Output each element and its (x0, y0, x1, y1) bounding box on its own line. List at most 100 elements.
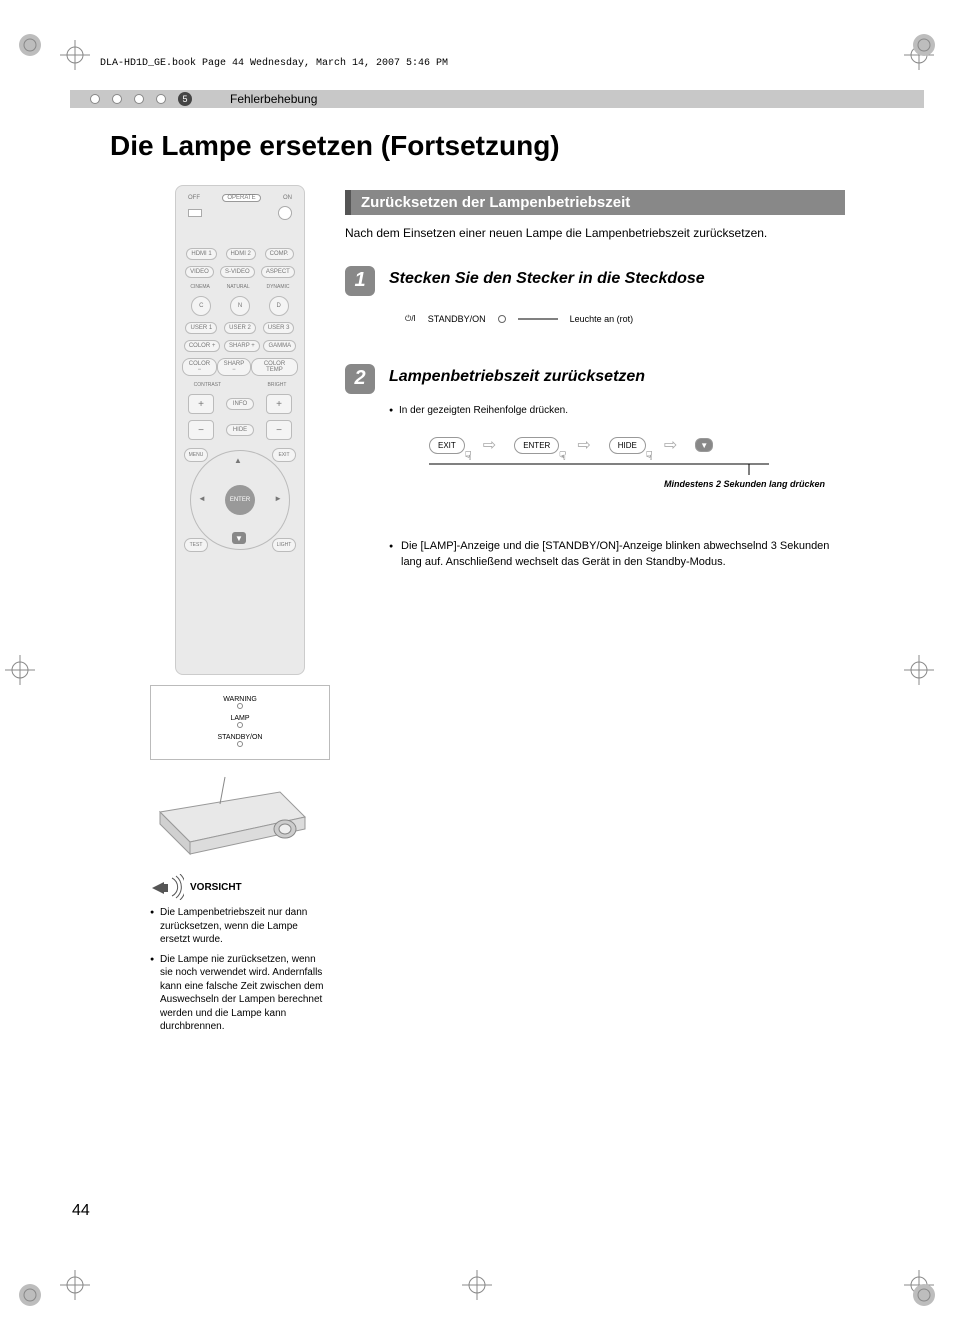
result-note: Die [LAMP]-Anzeige und die [STANDBY/ON]-… (389, 539, 845, 571)
remote-exit-button: EXIT (272, 448, 296, 462)
remote-natural-button: N (230, 296, 250, 316)
intro-text: Nach dem Einsetzen einer neuen Lampe die… (345, 225, 845, 242)
lamp-label: LAMP (155, 715, 325, 722)
remote-hdmi1-button: HDMI 1 (186, 248, 216, 260)
caution-list: Die Lampenbetriebszeit nur dann zurückse… (150, 906, 330, 1034)
caution-item: Die Lampenbetriebszeit nur dann zurückse… (150, 906, 330, 947)
page-title: Die Lampe ersetzen (Fortsetzung) (110, 130, 560, 162)
remote-label: CONTRAST (194, 382, 222, 388)
section-dot (90, 94, 100, 104)
remote-info-button: INFO (226, 398, 254, 410)
remote-svideo-button: S-VIDEO (220, 266, 255, 278)
remote-gamma-button: GAMMA (263, 340, 296, 352)
corner-dot-icon (15, 1280, 45, 1310)
remote-on-button (278, 206, 292, 220)
hand-icon: ☟ (464, 449, 471, 463)
seq-enter-button: ENTER☟ (514, 437, 559, 454)
remote-menu-button: MENU (184, 448, 208, 462)
section-number: 5 (178, 92, 192, 106)
remote-label: CINEMA (190, 284, 209, 290)
remote-user2-button: USER 2 (224, 322, 256, 334)
remote-contrast-up: + (188, 394, 214, 414)
sequence-note: Mindestens 2 Sekunden lang drücken (409, 479, 825, 489)
step-number: 1 (345, 266, 375, 296)
caution-item: Die Lampe nie zurücksetzen, wenn sie noc… (150, 953, 330, 1034)
sequence-underline (429, 463, 769, 477)
remote-cinema-button: C (191, 296, 211, 316)
warning-label: WARNING (155, 696, 325, 703)
step-title: Lampenbetriebszeit zurücksetzen (389, 368, 645, 386)
arrow-icon: ⇨ (664, 435, 677, 455)
section-dot (134, 94, 144, 104)
remote-user1-button: USER 1 (185, 322, 217, 334)
remote-label: DYNAMIC (266, 284, 289, 290)
crop-mark-icon (904, 655, 934, 685)
warning-led-icon (237, 703, 243, 709)
result-text: Die [LAMP]-Anzeige und die [STANDBY/ON]-… (389, 539, 845, 571)
document-meta: DLA-HD1D_GE.book Page 44 Wednesday, Marc… (100, 58, 448, 69)
remote-bright-up: + (266, 394, 292, 414)
button-sequence: EXIT☟ ⇨ ENTER☟ ⇨ HIDE☟ ⇨ ▼☟ (429, 435, 845, 455)
remote-hide-button: HIDE (226, 424, 254, 436)
remote-operate-label: OPERATE (222, 194, 260, 202)
remote-bright-down: − (266, 420, 292, 440)
seq-down-button: ▼☟ (695, 438, 713, 452)
section-dots: 5 (90, 92, 192, 106)
remote-user3-button: USER 3 (263, 322, 295, 334)
remote-label: BRIGHT (268, 382, 287, 388)
step-number: 2 (345, 364, 375, 394)
seq-exit-button: EXIT☟ (429, 437, 465, 454)
corner-dot-icon (909, 30, 939, 60)
projector-illustration (150, 762, 310, 862)
remote-label: NATURAL (227, 284, 250, 290)
megaphone-icon (150, 874, 184, 900)
remote-light-button: LIGHT (272, 538, 296, 552)
standby-led-icon (237, 741, 243, 747)
indicator-panel: WARNING LAMP STANDBY/ON (150, 685, 330, 760)
remote-colortemp-button: COLOR TEMP (251, 358, 298, 376)
hand-icon: ☟ (646, 449, 653, 463)
sub-heading: Zurücksetzen der Lampenbetriebszeit (345, 190, 845, 215)
remote-illustration: OFF OPERATE ON HDMI 1 HDMI 2 COMP. VIDEO… (175, 185, 305, 675)
page-number: 44 (72, 1202, 90, 1220)
remote-colorplus-button: COLOR + (184, 340, 221, 352)
remote-off-label: OFF (188, 195, 200, 201)
remote-test-button: TEST (184, 538, 208, 552)
remote-aspect-button: ASPECT (261, 266, 295, 278)
section-dot (112, 94, 122, 104)
remote-colorminus-button: COLOR − (182, 358, 217, 376)
remote-contrast-down: − (188, 420, 214, 440)
remote-comp-button: COMP. (265, 248, 294, 260)
corner-dot-icon (909, 1280, 939, 1310)
section-dot (156, 94, 166, 104)
led-icon (498, 315, 506, 323)
remote-off-button (188, 209, 202, 217)
remote-dynamic-button: D (269, 296, 289, 316)
led-caption: Leuchte an (rot) (570, 314, 634, 324)
remote-hdmi2-button: HDMI 2 (226, 248, 256, 260)
standby-label: STANDBY/ON (155, 734, 325, 741)
lamp-led-icon (237, 722, 243, 728)
remote-sharpplus-button: SHARP + (224, 340, 260, 352)
remote-enter-button: ENTER (225, 485, 255, 515)
section-label: Fehlerbehebung (230, 92, 317, 106)
hand-icon: ☟ (713, 447, 720, 461)
seq-hide-button: HIDE☟ (609, 437, 646, 454)
caution-label: VORSICHT (190, 882, 242, 893)
corner-dot-icon (15, 30, 45, 60)
remote-sharpminus-button: SHARP − (217, 358, 251, 376)
crop-mark-icon (462, 1270, 492, 1300)
remote-on-label: ON (283, 195, 292, 201)
arrow-icon: ⇨ (577, 435, 590, 455)
standby-text: STANDBY/ON (428, 314, 486, 324)
crop-mark-icon (60, 1270, 90, 1300)
crop-mark-icon (5, 655, 35, 685)
remote-video-button: VIDEO (185, 266, 214, 278)
step-instruction: In der gezeigten Reihenfolge drücken. (389, 404, 845, 418)
standby-diagram: ⏻/I STANDBY/ON Leuchte an (rot) (405, 314, 845, 324)
step-title: Stecken Sie den Stecker in die Steckdose (389, 270, 705, 288)
section-bar: 5 Fehlerbehebung (70, 90, 924, 108)
hand-icon: ☟ (559, 449, 566, 463)
arrow-icon: ⇨ (483, 435, 496, 455)
remote-nav-pad: MENU EXIT ENTER TEST LIGHT ▲ ▼ ◄ ► (190, 450, 290, 550)
